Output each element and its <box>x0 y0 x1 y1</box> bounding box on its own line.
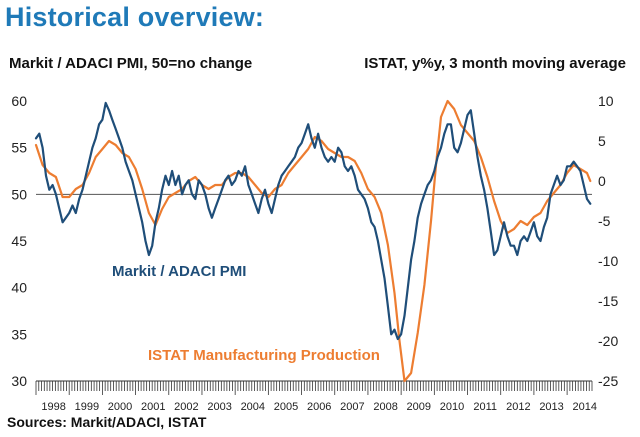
left-tick-label: 30 <box>11 373 27 389</box>
left-tick-label: 55 <box>11 140 27 156</box>
chart-series <box>34 99 592 383</box>
right-tick-label: -20 <box>598 333 618 349</box>
x-tick-label: 2008 <box>373 401 397 413</box>
x-tick-label: 1999 <box>75 401 99 413</box>
left-tick-label: 35 <box>11 326 27 342</box>
left-axis-caption: Markit / ADACI PMI, 50=no change <box>9 55 253 72</box>
x-tick-label: 2003 <box>207 401 231 413</box>
x-tick-label: 2002 <box>174 401 198 413</box>
x-tick-label: 2000 <box>108 401 132 413</box>
istat-series-label: ISTAT Manufacturing Production <box>148 347 380 364</box>
x-tick-label: 1998 <box>41 401 65 413</box>
right-tick-label: 5 <box>598 133 606 149</box>
left-tick-label: 50 <box>11 186 27 202</box>
x-tick-label: 2010 <box>440 401 464 413</box>
x-tick-label: 2004 <box>241 401 265 413</box>
pmi-series-line <box>34 101 592 341</box>
x-tick-label: 2001 <box>141 401 165 413</box>
left-axis-ticks: 30 35 40 45 50 55 60 <box>11 93 27 389</box>
left-tick-label: 40 <box>11 280 27 296</box>
right-tick-label: 10 <box>598 93 614 109</box>
istat-series-line <box>34 99 592 383</box>
x-tick-label: 2005 <box>274 401 298 413</box>
right-tick-label: -15 <box>598 293 618 309</box>
x-tick-label: 2012 <box>506 401 530 413</box>
x-tick-label: 2014 <box>573 401 597 413</box>
right-axis-caption: ISTAT, y%y, 3 month moving average <box>364 55 626 72</box>
pmi-series-label: Markit / ADACI PMI <box>112 263 246 280</box>
left-tick-label: 45 <box>11 233 27 249</box>
right-tick-label: -10 <box>598 253 618 269</box>
x-tick-label: 2009 <box>407 401 431 413</box>
x-tick-label: 2007 <box>340 401 364 413</box>
chart-axes <box>36 193 592 382</box>
right-axis-ticks: -25 -20 -15 -10 -5 0 5 10 <box>598 93 618 389</box>
right-tick-label: -25 <box>598 373 618 389</box>
x-tick-label: 2006 <box>307 401 331 413</box>
right-tick-label: -5 <box>598 213 611 229</box>
page-title: Historical overview: <box>5 2 265 32</box>
x-tick-label: 2011 <box>473 401 497 413</box>
x-axis-ticks: 1998 1999 2000 2001 2002 2003 2004 2005 2006 2007… <box>35 381 597 413</box>
series-labels: Markit / ADACI PMI ISTAT Manufacturing Pr… <box>112 263 380 364</box>
x-tick-label: 2013 <box>539 401 563 413</box>
right-tick-label: 0 <box>598 173 606 189</box>
left-tick-label: 60 <box>11 93 27 109</box>
source-note: Sources: Markit/ADACI, ISTAT <box>7 414 207 430</box>
